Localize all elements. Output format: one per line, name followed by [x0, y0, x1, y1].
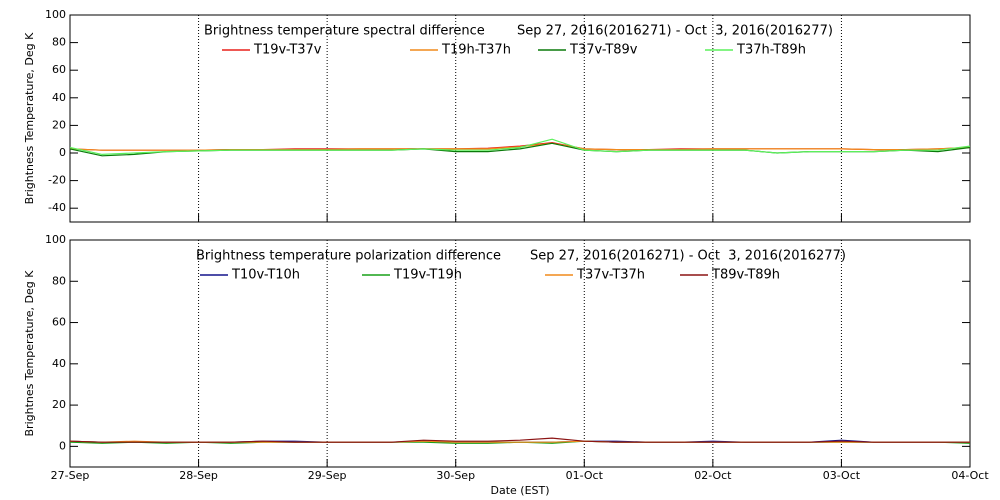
series-line	[69, 437, 970, 443]
x-axis-label: Date (EST)	[490, 484, 549, 497]
x-tick-label: 29-Sep	[308, 469, 347, 482]
y-tick-label: 80	[52, 274, 66, 287]
y-tick-label: 80	[52, 36, 66, 49]
plot-frame	[69, 14, 971, 223]
x-tick-label: 03-Oct	[823, 469, 861, 482]
x-tick-label: 27-Sep	[51, 469, 90, 482]
legend-label: T19v-T37v	[253, 43, 322, 58]
y-tick-label: -40	[48, 201, 66, 214]
series-line	[69, 138, 971, 156]
y-tick-label: 20	[52, 118, 66, 131]
chart-title: Brightness temperature spectral differen…	[204, 24, 485, 39]
chart-title: Brightness temperature polarization diff…	[196, 249, 501, 264]
y-tick-label: -20	[48, 174, 66, 187]
x-tick-label: 28-Sep	[179, 469, 218, 482]
y-axis-label: Brightnes Temperature, Deg K	[23, 270, 36, 437]
legend-label: T37v-T89v	[569, 43, 638, 58]
x-tick-label: 01-Oct	[566, 469, 604, 482]
y-tick-label: 100	[45, 8, 66, 21]
y-tick-label: 0	[59, 439, 66, 452]
x-tick-label: 30-Sep	[436, 469, 475, 482]
x-tick-label: 04-Oct	[951, 469, 989, 482]
y-axis-label: Brightness Temperature, Deg K	[23, 32, 36, 204]
date-range: Sep 27, 2016(2016271) - Oct 3, 2016(2016…	[517, 24, 833, 39]
y-tick-label: 20	[52, 398, 66, 411]
x-tick-label: 02-Oct	[694, 469, 732, 482]
legend-label: T37v-T37h	[576, 268, 645, 283]
y-tick-label: 40	[52, 91, 66, 104]
date-range: Sep 27, 2016(2016271) - Oct 3, 2016(2016…	[530, 249, 846, 264]
y-tick-label: 0	[59, 146, 66, 159]
series-line	[69, 142, 971, 151]
legend-label: T37h-T89h	[736, 43, 806, 58]
legend-label: T19h-T37h	[441, 43, 511, 58]
y-tick-label: 60	[52, 316, 66, 329]
plot-frame	[69, 239, 971, 468]
y-tick-label: 40	[52, 357, 66, 370]
legend-label: T89v-T89h	[711, 268, 780, 283]
legend-label: T19v-T19h	[393, 268, 462, 283]
y-tick-label: 60	[52, 63, 66, 76]
legend-label: T10v-T10h	[231, 268, 300, 283]
y-tick-label: 100	[45, 233, 66, 246]
